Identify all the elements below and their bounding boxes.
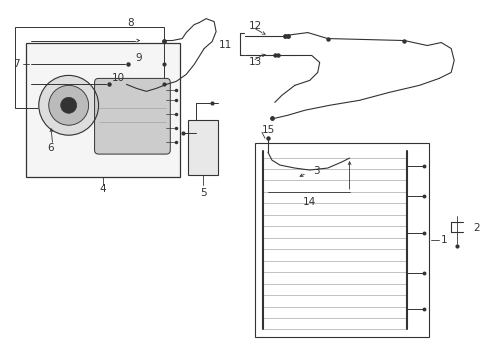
Text: 5: 5	[200, 188, 206, 198]
Text: 8: 8	[127, 18, 134, 28]
Circle shape	[49, 85, 88, 125]
Text: 6: 6	[47, 143, 54, 153]
Text: 3: 3	[313, 166, 319, 176]
Text: 4: 4	[100, 184, 106, 194]
Text: 12: 12	[248, 21, 261, 31]
Text: 11: 11	[218, 40, 231, 50]
Text: 13: 13	[248, 58, 261, 67]
FancyBboxPatch shape	[94, 78, 170, 154]
Bar	[26, 42, 180, 177]
Circle shape	[61, 97, 77, 113]
Text: 10: 10	[112, 73, 125, 84]
Text: 7: 7	[13, 59, 20, 69]
Text: 9: 9	[135, 54, 142, 63]
Bar	[15, 27, 164, 108]
Text: 15: 15	[262, 125, 275, 135]
Text: 14: 14	[303, 197, 316, 207]
Bar	[254, 143, 428, 337]
Text: 2: 2	[472, 223, 479, 233]
Text: 1: 1	[440, 235, 447, 245]
Circle shape	[39, 75, 99, 135]
Bar	[188, 120, 218, 175]
